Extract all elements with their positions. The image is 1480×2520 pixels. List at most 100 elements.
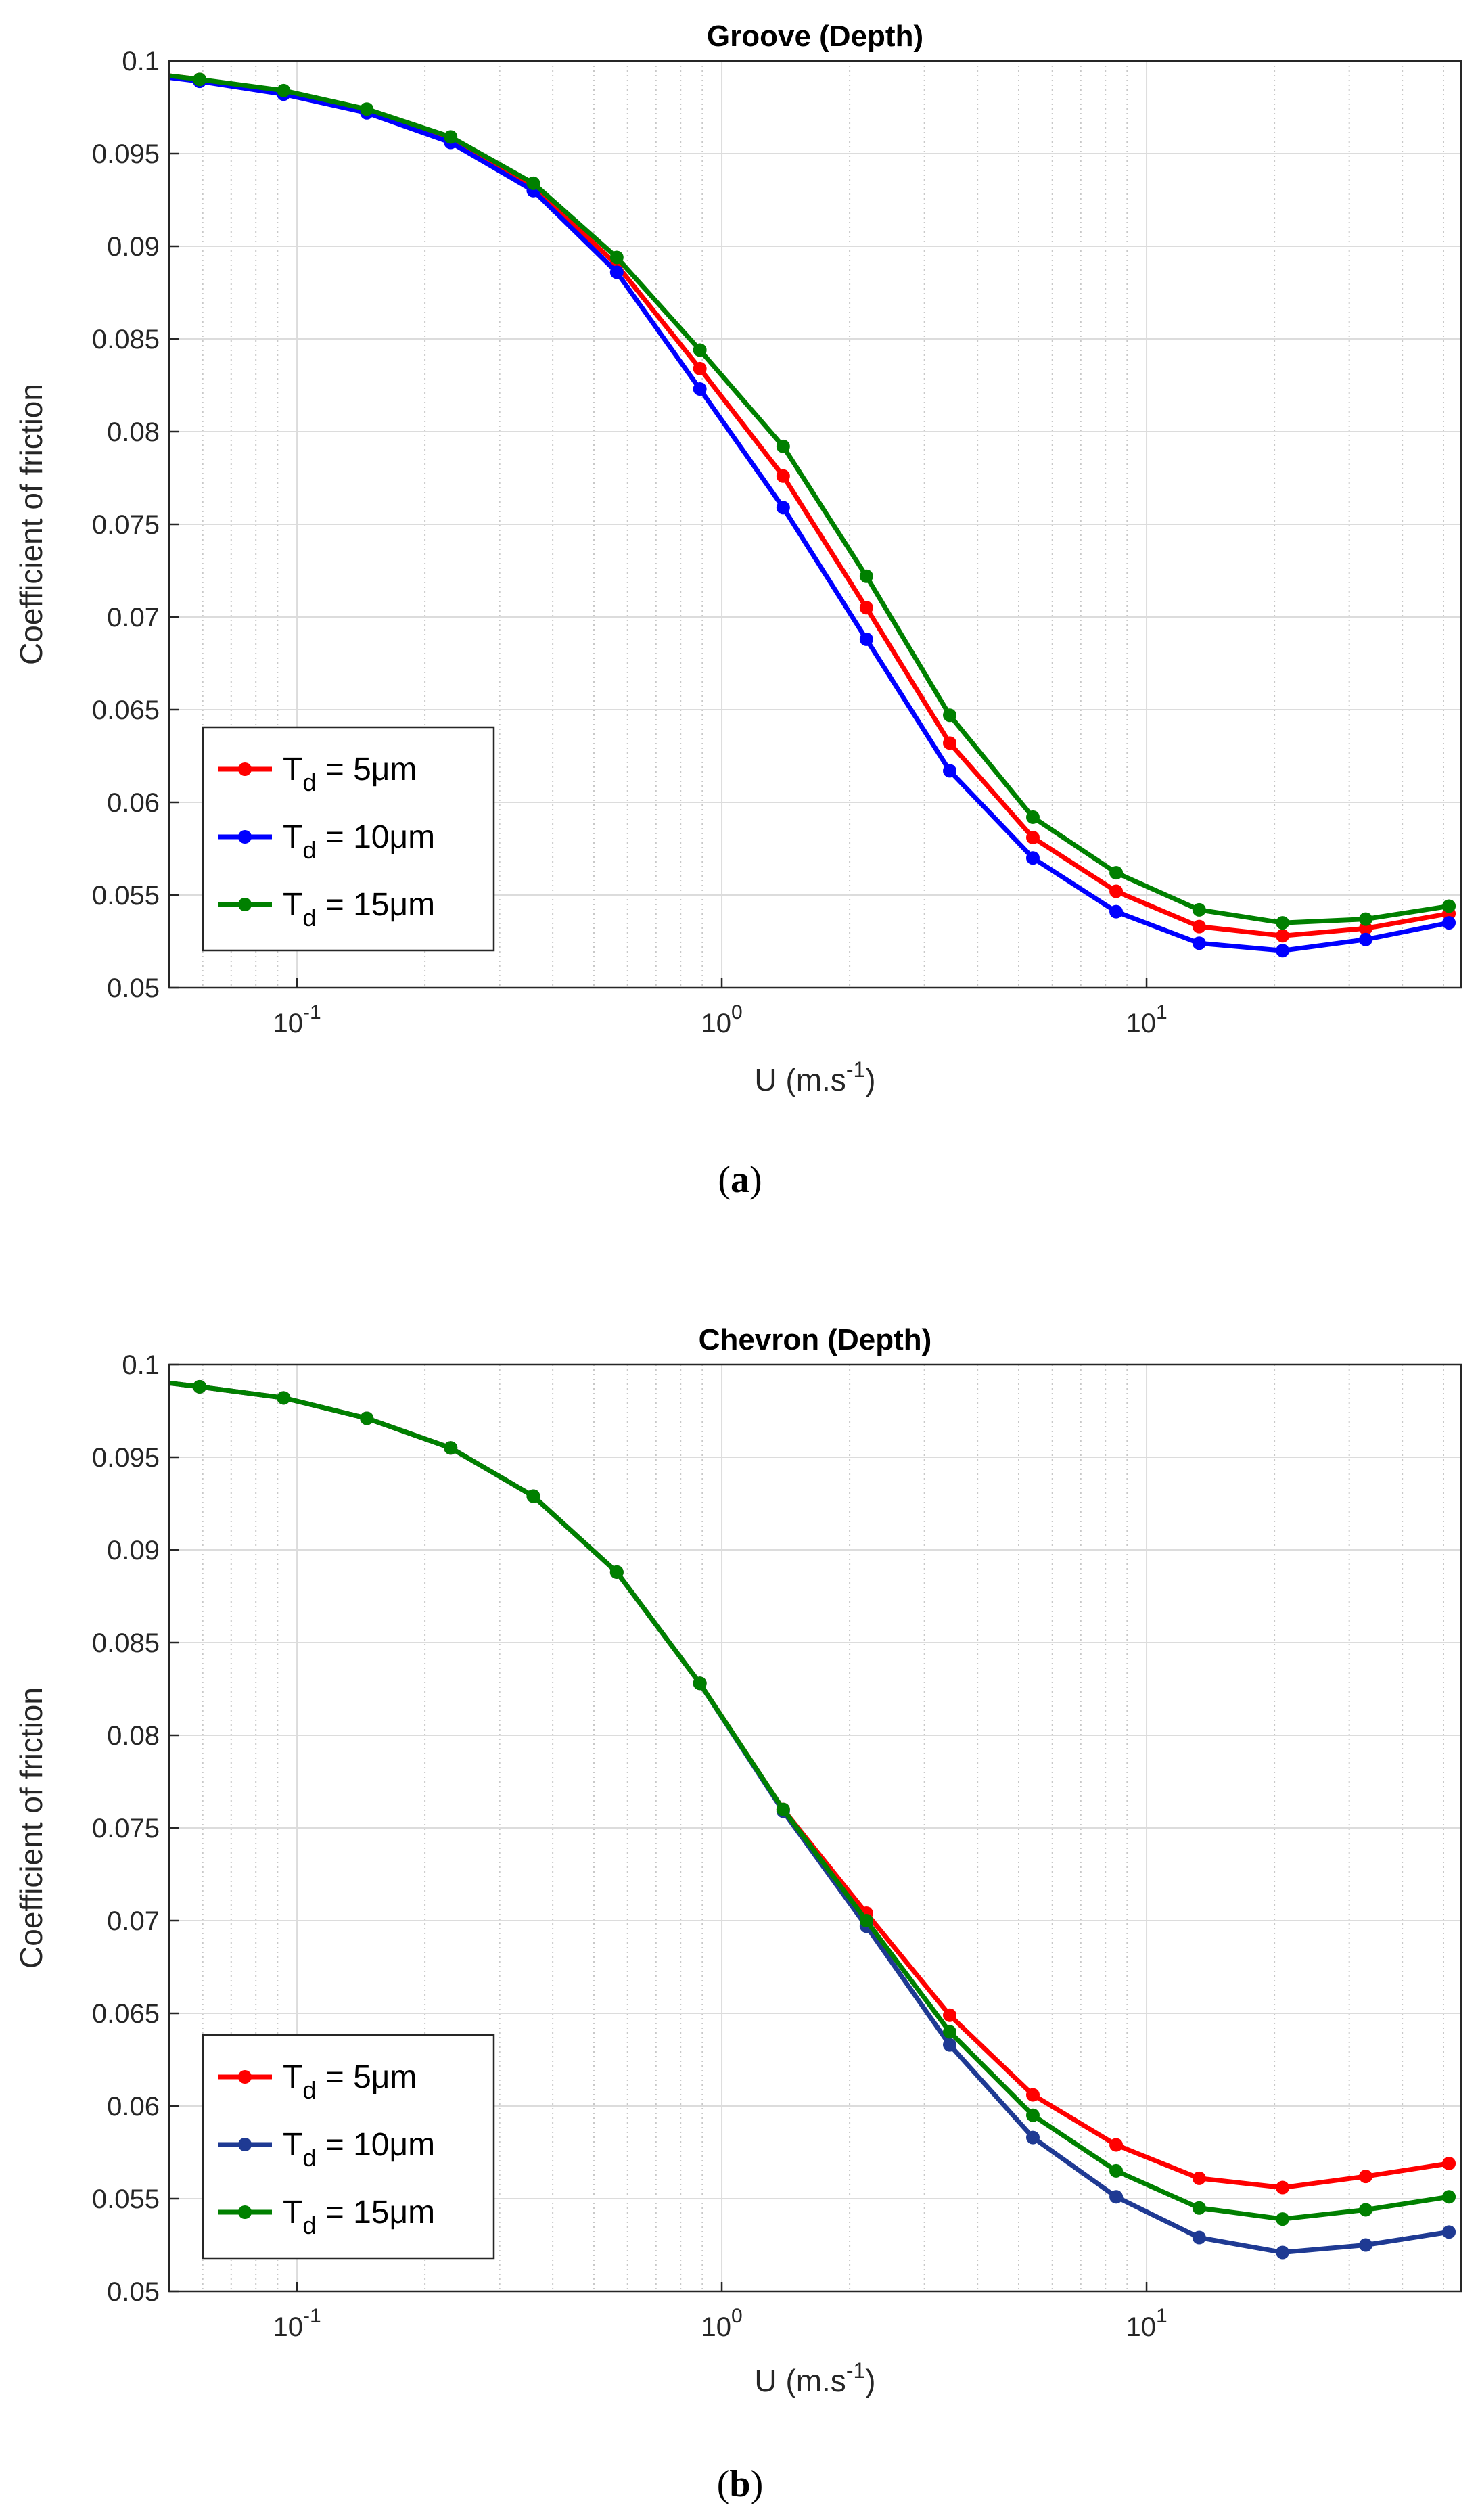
legend-swatch-marker <box>238 762 252 776</box>
data-point <box>277 1391 291 1405</box>
y-tick-label: 0.07 <box>107 1906 160 1936</box>
x-tick-label: 101 <box>1126 1001 1167 1038</box>
data-point <box>1025 831 1040 845</box>
chart-title: Groove (Depth) <box>707 20 923 53</box>
data-point <box>1442 2190 1456 2204</box>
data-point <box>1109 2190 1124 2204</box>
y-tick-label: 0.08 <box>107 1721 160 1751</box>
data-point <box>1025 851 1040 865</box>
panel-caption: (b) <box>717 2463 763 2505</box>
y-tick-label: 0.085 <box>92 325 160 354</box>
y-tick-label: 0.08 <box>107 417 160 447</box>
data-point <box>609 1565 624 1579</box>
legend-swatch-marker <box>238 2070 252 2084</box>
legend-entry: Td = 10μm <box>283 2127 435 2172</box>
data-point <box>1025 810 1040 824</box>
data-point <box>776 1802 790 1816</box>
x-tick-label: 10-1 <box>273 2305 321 2342</box>
y-axis-label: Coefficient of friction <box>14 1687 49 1969</box>
y-tick-label: 0.065 <box>92 1999 160 2029</box>
data-point <box>1442 899 1456 913</box>
legend-entry: Td = 5μm <box>283 2059 417 2104</box>
data-point <box>943 764 957 778</box>
y-tick-label: 0.09 <box>107 232 160 262</box>
y-tick-label: 0.05 <box>107 973 160 1003</box>
data-point <box>943 2038 957 2052</box>
data-point <box>1192 2171 1206 2185</box>
data-point <box>1025 2088 1040 2102</box>
data-point <box>277 83 291 97</box>
legend-swatch-marker <box>238 898 252 911</box>
data-point <box>776 439 790 453</box>
data-point <box>1109 2163 1124 2178</box>
y-tick-label: 0.055 <box>92 881 160 911</box>
x-axis-label: U (m.s-1) <box>754 2358 875 2398</box>
data-point <box>193 72 207 87</box>
x-tick-label: 10-1 <box>273 1001 321 1038</box>
data-point <box>1359 2170 1373 2184</box>
y-tick-label: 0.085 <box>92 1628 160 1658</box>
data-point <box>776 501 790 515</box>
data-point <box>360 102 374 116</box>
chart-panel-b: 0.05 0.055 0.06 0.065 0.07 0.075 0.08 0.085 0.09… <box>14 1323 1462 2505</box>
data-point <box>859 601 873 615</box>
y-tick-label: 0.07 <box>107 603 160 633</box>
y-tick-label: 0.09 <box>107 1536 160 1565</box>
data-point <box>693 1676 707 1691</box>
data-point <box>1276 2180 1290 2195</box>
legend-entry: Td = 10μm <box>283 819 435 864</box>
data-point <box>943 2008 957 2022</box>
data-point <box>1192 919 1206 934</box>
legend: Td = 5μm Td = 10μm Td = 15μm <box>202 726 495 952</box>
data-point <box>1276 916 1290 930</box>
y-tick-label: 0.06 <box>107 2092 160 2122</box>
data-point <box>943 2025 957 2039</box>
panel-caption: (a) <box>718 1159 762 1201</box>
data-point <box>1276 944 1290 958</box>
data-point <box>1276 929 1290 943</box>
data-point <box>1359 932 1373 946</box>
y-tick-label: 0.1 <box>122 1350 160 1380</box>
data-point <box>1025 2108 1040 2122</box>
x-tick-label: 100 <box>701 2305 742 2342</box>
x-tick-label: 100 <box>701 1001 742 1038</box>
data-point <box>1192 936 1206 950</box>
y-axis-label: Coefficient of friction <box>14 384 49 665</box>
data-point <box>943 708 957 723</box>
data-point <box>1025 2130 1040 2145</box>
data-point <box>776 469 790 483</box>
data-point <box>444 130 458 144</box>
data-point <box>609 250 624 265</box>
data-point <box>1109 884 1124 898</box>
y-tick-label: 0.065 <box>92 695 160 725</box>
data-point <box>1359 912 1373 926</box>
data-point <box>1109 2138 1124 2152</box>
data-point <box>1359 2203 1373 2217</box>
y-tick-label: 0.06 <box>107 788 160 818</box>
y-tick-label: 0.075 <box>92 1814 160 1843</box>
legend-swatch-marker <box>238 830 252 844</box>
data-point <box>1276 2212 1290 2226</box>
data-point <box>859 632 873 646</box>
legend: Td = 5μm Td = 10μm Td = 15μm <box>202 2034 495 2260</box>
data-point <box>693 382 707 396</box>
y-tick-label: 0.095 <box>92 1443 160 1473</box>
data-point <box>693 361 707 375</box>
y-tick-label: 0.055 <box>92 2184 160 2214</box>
legend-swatch-marker <box>238 2138 252 2151</box>
data-point <box>193 1379 207 1394</box>
data-point <box>1276 2245 1290 2260</box>
data-point <box>859 1914 873 1927</box>
y-tick-label: 0.05 <box>107 2277 160 2307</box>
data-point <box>1359 2238 1373 2252</box>
data-point <box>1109 866 1124 880</box>
legend-entry: Td = 15μm <box>283 2195 435 2239</box>
data-point <box>526 176 540 190</box>
data-point <box>693 343 707 357</box>
y-tick-label: 0.095 <box>92 139 160 169</box>
data-point <box>609 265 624 279</box>
data-point <box>360 1411 374 1425</box>
legend-entry: Td = 5μm <box>283 752 417 796</box>
data-point <box>1442 2156 1456 2170</box>
